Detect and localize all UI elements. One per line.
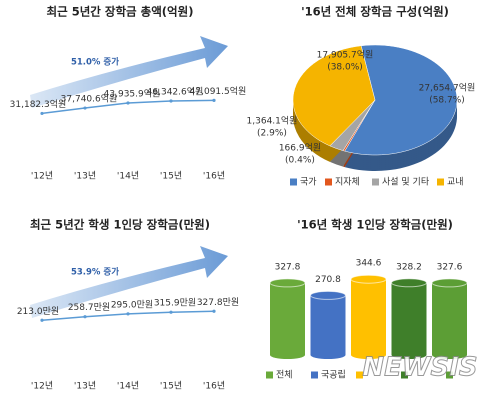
legend-swatch <box>356 371 363 379</box>
point <box>169 310 173 314</box>
value-label: 344.6 <box>356 259 382 269</box>
value-label: 166.9억원 <box>279 142 321 154</box>
legend-swatch <box>290 178 297 186</box>
value-label: 31,182.3억원 <box>10 98 67 110</box>
value-label: 315.9만원 <box>154 298 196 309</box>
x-tick-label: '16년 <box>203 381 225 392</box>
bar-base <box>391 351 427 359</box>
pie-slice <box>344 44 458 156</box>
value-label: 327.8만원 <box>197 297 239 308</box>
legend-swatch <box>266 371 273 379</box>
bar <box>351 279 386 355</box>
legend-label: 전체 <box>276 370 293 381</box>
legend-swatch <box>325 178 332 186</box>
bar <box>270 282 305 355</box>
point <box>126 312 130 316</box>
bar-base <box>351 351 386 359</box>
percent-label: (0.4%) <box>285 156 315 166</box>
bar <box>310 295 346 355</box>
point <box>83 106 87 110</box>
bar-base <box>432 351 467 359</box>
bar <box>432 282 467 355</box>
legend-swatch <box>446 371 453 379</box>
point <box>169 99 173 103</box>
trend-arrow <box>30 246 228 318</box>
legend-swatch <box>311 371 318 379</box>
watermark: NEWSIS <box>362 353 477 383</box>
bar-base <box>270 351 305 359</box>
chart-title: '16년 전체 장학금 구성(억원) <box>301 5 449 19</box>
point <box>212 309 216 313</box>
percent-label: (58.7%) <box>429 96 465 106</box>
value-label: 1,364.1억원 <box>247 115 298 127</box>
x-tick-label: '13년 <box>74 171 96 182</box>
value-label: 213.0만원 <box>17 306 59 317</box>
value-label: 43,935.9억원 <box>104 87 161 99</box>
percent-label: (2.9%) <box>257 129 287 139</box>
point <box>40 318 44 322</box>
legend-swatch <box>401 371 408 379</box>
x-tick-label: '12년 <box>31 381 53 392</box>
x-tick-label: '16년 <box>203 171 225 182</box>
bar-cap <box>310 290 346 300</box>
value-label: 17,905.7억원 <box>317 49 374 61</box>
bar-base <box>310 351 346 359</box>
bar <box>391 282 427 355</box>
value-label: 27,654.7억원 <box>419 82 476 94</box>
value-label: 258.7만원 <box>68 302 110 313</box>
trend-arrow <box>30 36 228 108</box>
value-label: 295.0만원 <box>111 299 153 310</box>
point <box>40 111 44 116</box>
x-tick-label: '13년 <box>74 381 96 392</box>
x-tick-label: '15년 <box>160 171 182 182</box>
x-tick-label: '15년 <box>160 381 182 392</box>
legend-label: 사설 및 기타 <box>382 176 430 188</box>
x-tick-label: '14년 <box>117 381 139 392</box>
legend-label: 국가 <box>300 177 317 188</box>
value-label: 37,740.6억원 <box>61 93 118 105</box>
value-label: 327.8 <box>275 262 301 272</box>
value-label: 47,091.5억원 <box>190 85 247 97</box>
value-label: 270.8 <box>315 275 341 285</box>
percent-label: (38.0%) <box>327 63 363 73</box>
bar-cap <box>431 278 468 288</box>
chart-title: '16년 학생 1인당 장학금(만원) <box>297 218 453 232</box>
legend-swatch <box>437 178 444 186</box>
bar-cap <box>391 278 427 288</box>
point <box>83 315 87 319</box>
value-label: 46,342.6억원 <box>147 85 204 97</box>
legend-label: 국공립 <box>321 370 346 381</box>
chart-title: 최근 5년간 학생 1인당 장학금(만원) <box>30 218 210 232</box>
annotation: 53.9% 증가 <box>71 267 119 278</box>
x-tick-label: '14년 <box>117 171 139 182</box>
value-label: 327.6 <box>437 262 463 272</box>
bar-cap <box>269 278 306 288</box>
point <box>212 98 216 102</box>
annotation: 51.0% 증가 <box>71 57 119 68</box>
legend-label: 교내 <box>447 177 464 188</box>
value-label: 328.2 <box>396 262 422 272</box>
legend-swatch <box>372 178 379 186</box>
chart-title: 최근 5년간 장학금 총액(억원) <box>47 5 194 19</box>
x-tick-label: '12년 <box>31 171 53 182</box>
point <box>126 101 130 105</box>
pie-slice <box>292 45 376 147</box>
bar-cap <box>350 274 387 284</box>
legend-label: 지자체 <box>335 177 360 188</box>
